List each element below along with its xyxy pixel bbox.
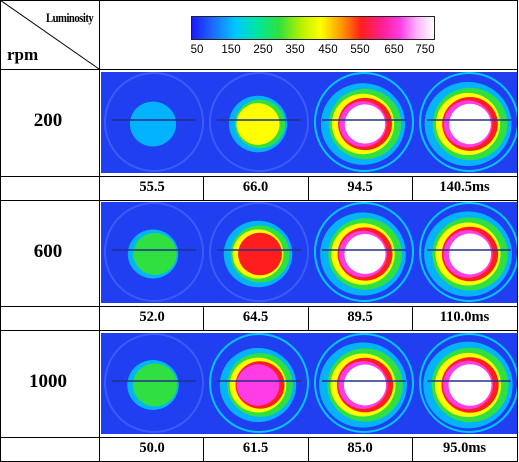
- combustion-frame: [209, 333, 309, 433]
- grid-line: [0, 0, 1, 462]
- combustion-frame: [419, 202, 517, 302]
- luminosity-image-strip: [101, 333, 517, 434]
- grid-line: [203, 437, 204, 461]
- grid-line: [0, 200, 518, 201]
- grid-line: [412, 176, 413, 200]
- combustion-frame: [104, 72, 204, 172]
- colorbar-tick: 350: [285, 44, 305, 56]
- combustion-frame: [314, 333, 414, 433]
- grid-line: [0, 306, 518, 307]
- combustion-frame: [209, 202, 309, 302]
- grid-line: [0, 330, 518, 331]
- combustion-frame: [314, 202, 414, 302]
- rpm-value: 1000: [29, 371, 67, 392]
- grid-line: [0, 437, 518, 438]
- colorbar: [191, 16, 435, 40]
- combustion-frame: [209, 72, 309, 172]
- grid-line: [0, 176, 518, 177]
- grid-line: [308, 306, 309, 330]
- grid-line: [308, 437, 309, 461]
- grid-line: [517, 0, 518, 462]
- combustion-frame: [104, 202, 204, 302]
- time-label: 94.5: [347, 179, 373, 195]
- combustion-frame: [419, 72, 517, 172]
- time-label: 55.5: [139, 179, 165, 195]
- rpm-value: 200: [33, 110, 63, 131]
- grid-line: [0, 69, 518, 70]
- colorbar-tick: 650: [384, 44, 404, 56]
- column-label: Luminosity: [46, 10, 94, 25]
- grid-line: [203, 176, 204, 200]
- colorbar-tick: 750: [415, 44, 435, 56]
- row-label: rpm: [7, 45, 39, 64]
- colorbar-tick: 50: [190, 44, 204, 56]
- grid-line: [412, 437, 413, 461]
- corner-diagonal: [0, 0, 100, 70]
- grid-line: [99, 0, 100, 462]
- colorbar-tick: 550: [350, 44, 370, 56]
- time-label: 52.0: [139, 309, 165, 325]
- colorbar-tick: 250: [253, 44, 273, 56]
- grid-line: [308, 176, 309, 200]
- time-label: 50.0: [139, 440, 165, 456]
- grid-line: [203, 306, 204, 330]
- time-label: 66.0: [242, 179, 269, 195]
- time-label: 64.5: [242, 309, 269, 325]
- colorbar-tick: 150: [221, 44, 241, 56]
- time-label: 61.5: [242, 440, 269, 456]
- time-label: 89.5: [347, 309, 373, 325]
- grid-line: [0, 0, 518, 1]
- time-label: 110.0ms: [439, 309, 490, 325]
- luminosity-image-strip: [101, 72, 517, 173]
- time-label: 85.0: [347, 440, 373, 456]
- combustion-frame: [314, 72, 414, 172]
- luminosity-image-strip: [101, 202, 517, 303]
- rpm-value: 600: [33, 241, 63, 262]
- grid-line: [412, 306, 413, 330]
- time-label: 95.0ms: [442, 440, 487, 456]
- time-label: 140.5ms: [439, 179, 490, 195]
- combustion-frame: [104, 333, 204, 433]
- colorbar-tick: 450: [318, 44, 338, 56]
- combustion-frame: [419, 333, 517, 433]
